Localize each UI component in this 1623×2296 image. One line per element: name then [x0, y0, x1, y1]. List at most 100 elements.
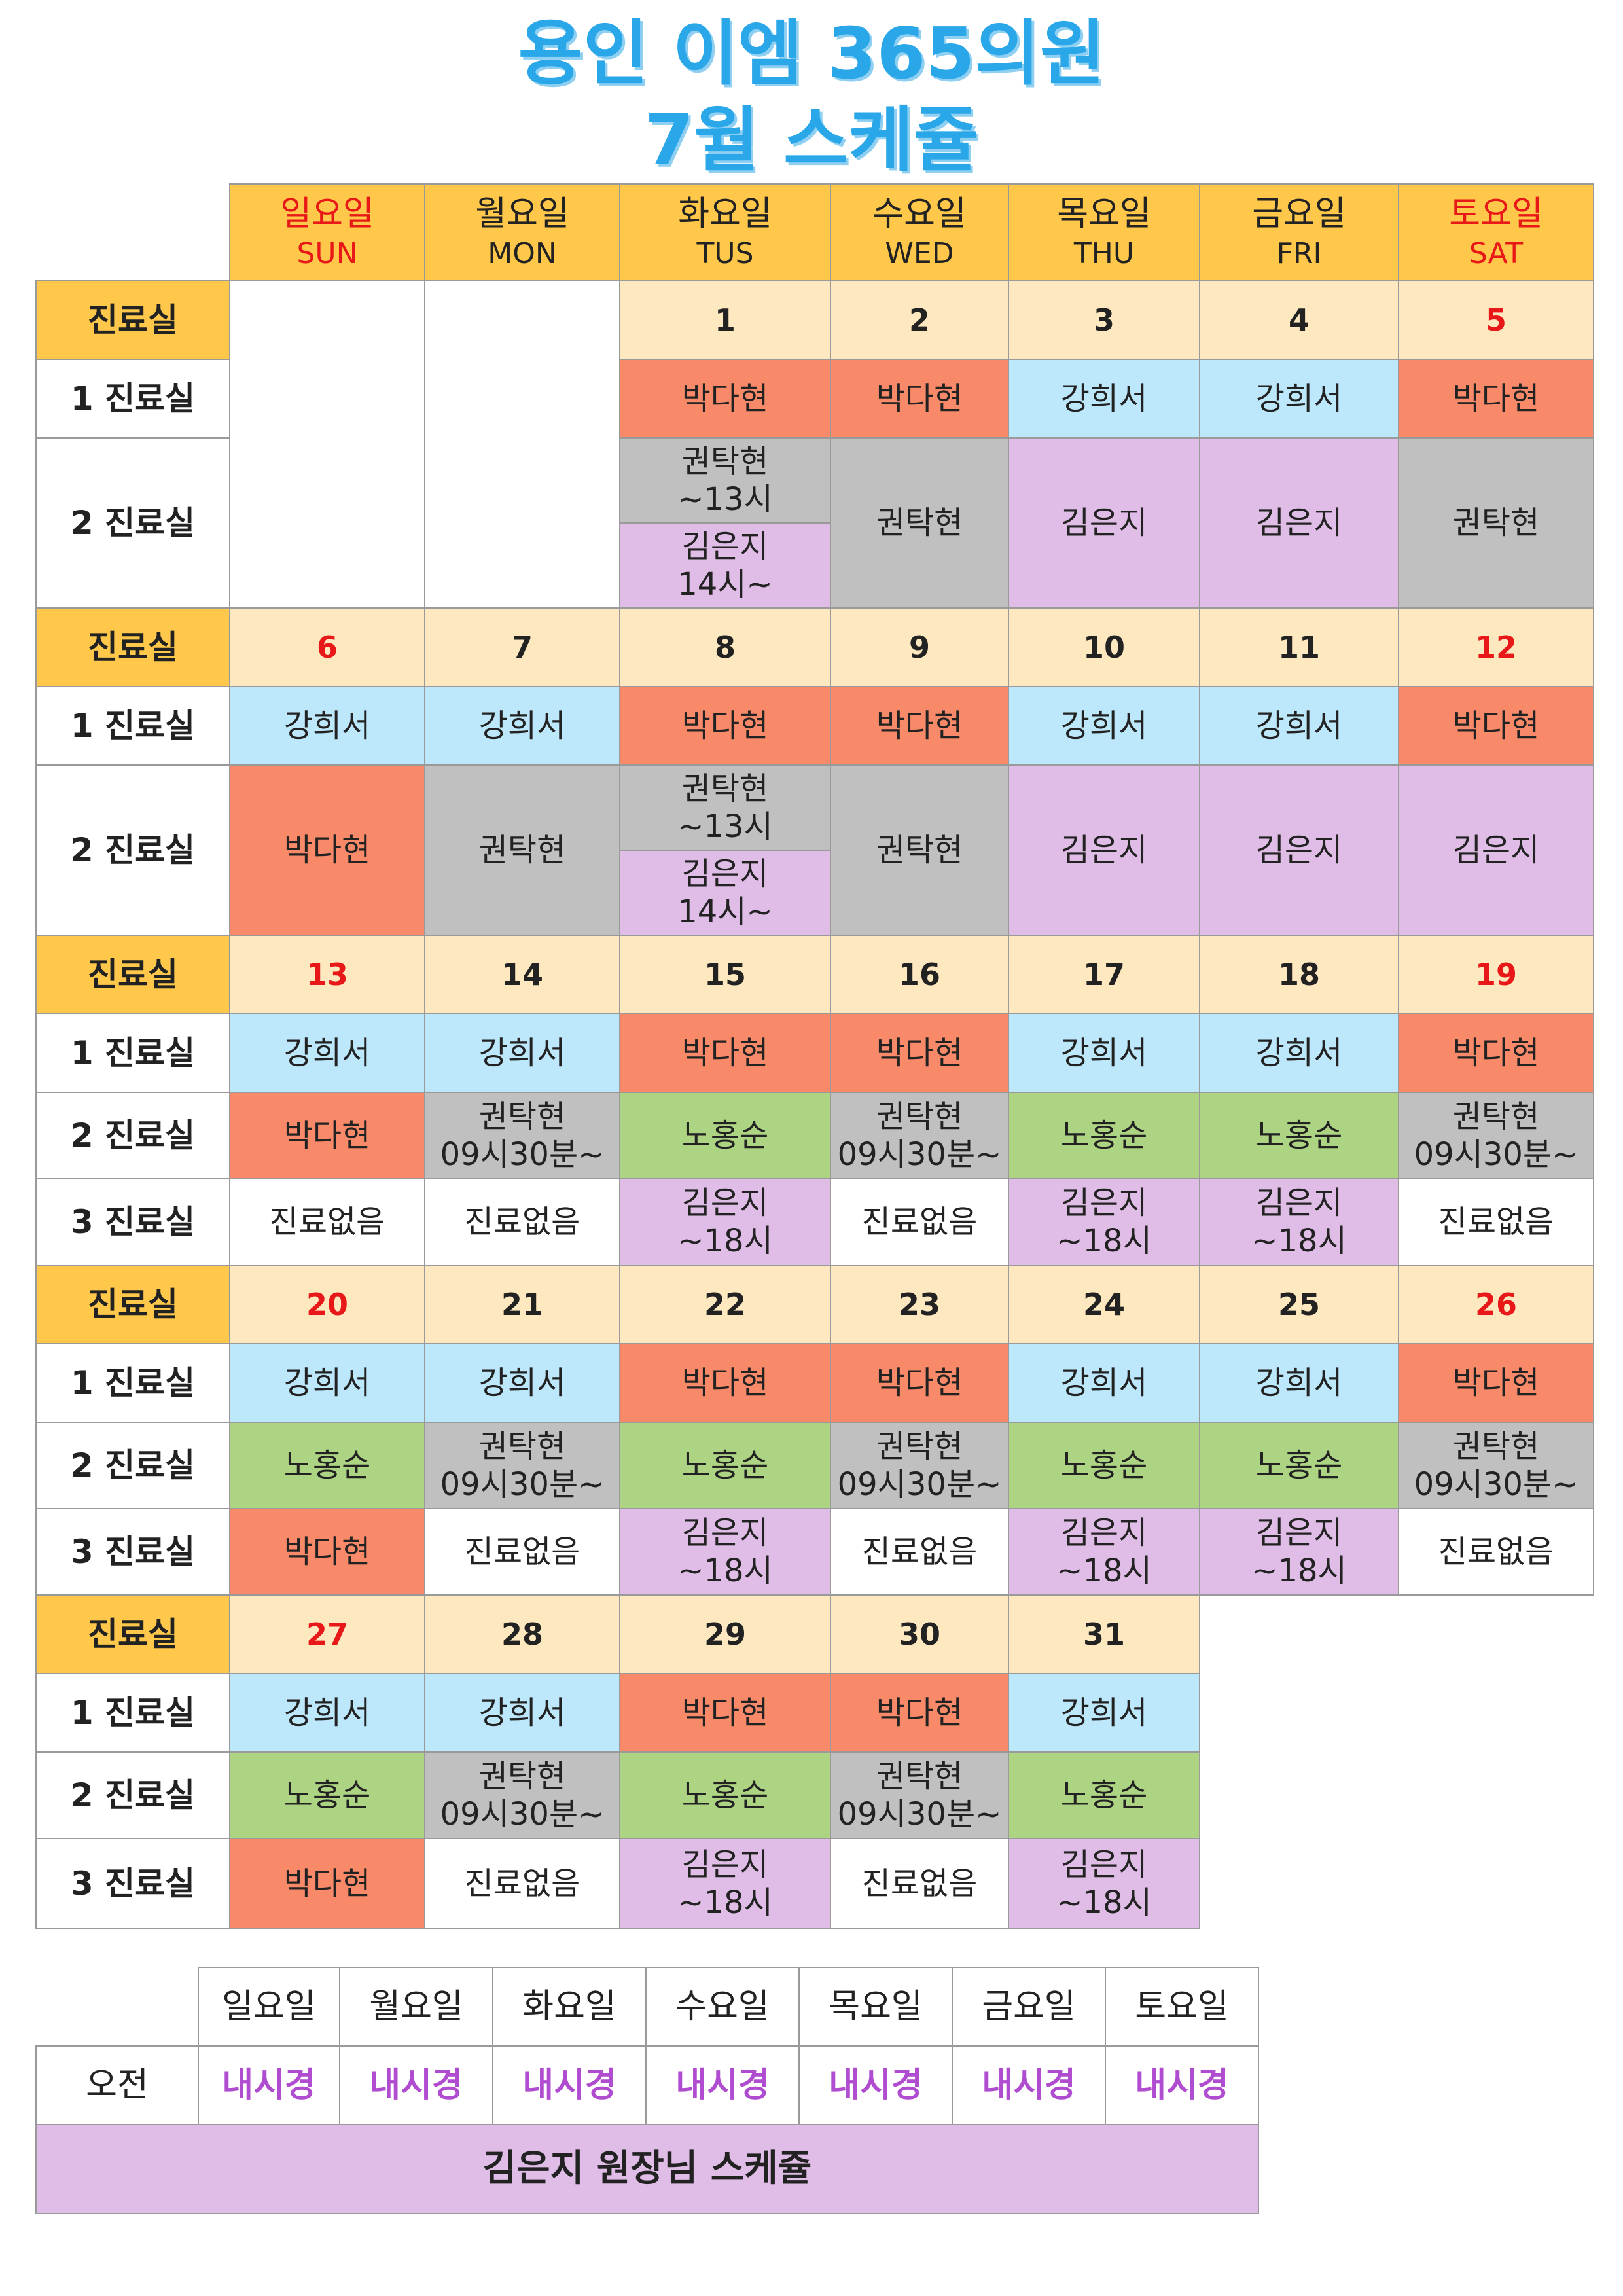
schedule-cell: 진료없음	[830, 1508, 1009, 1596]
week4-room2-row: 2 진료실 노홍순 권탁현 09시30분~ 노홍순 권탁현 09시30분~ 노홍순 …	[35, 1422, 1594, 1509]
clinic-label: 진료실	[35, 607, 230, 687]
schedule-cell: 권탁현 09시30분~	[1398, 1092, 1594, 1179]
doctor-name: 권탁현	[876, 1428, 963, 1465]
schedule-cell: 박다현	[1398, 1013, 1594, 1093]
date-cell: 20	[229, 1265, 425, 1344]
header-day-en: SUN	[296, 237, 358, 270]
header-day-ko: 토요일	[1449, 194, 1543, 234]
header-corner	[36, 184, 230, 281]
schedule-cell: 김은지 ~18시	[1199, 1178, 1399, 1266]
doctor-name: 노홍순	[1255, 1447, 1343, 1484]
time-note: 09시30분~	[837, 1136, 1002, 1173]
schedule-cell: 권탁현 09시30분~	[1398, 1422, 1594, 1509]
doctor-name: 김은지	[681, 1185, 769, 1221]
doctor-name: 노홍순	[1060, 1447, 1148, 1484]
week1-room1-row: 1 진료실 박다현 박다현 강희서 강희서 박다현	[35, 359, 1594, 439]
header-day: 목요일	[798, 1967, 953, 2047]
header-day-en: MON	[488, 237, 557, 270]
schedule-cell: 김은지	[1008, 764, 1200, 936]
week2-room1-row: 1 진료실 강희서 강희서 박다현 박다현 강희서 강희서 박다현	[35, 686, 1594, 766]
time-note: 09시30분~	[1414, 1466, 1578, 1503]
doctor-name: 권탁현	[478, 1428, 566, 1465]
doctor-name: 김은지	[1255, 1515, 1343, 1551]
doctor-name: 진료없음	[269, 1204, 385, 1240]
schedule-cell: 김은지	[1199, 764, 1399, 936]
schedule-cell: 박다현	[229, 1838, 425, 1929]
schedule-cell: 강희서	[1008, 1013, 1200, 1093]
room1-label: 1 진료실	[35, 1343, 230, 1423]
doctor-name: 김은지	[681, 1515, 769, 1551]
room1-label: 1 진료실	[35, 1673, 230, 1753]
date-cell: 17	[1008, 935, 1200, 1014]
doctor-name: 노홍순	[681, 1117, 769, 1154]
header-day: 화요일	[492, 1967, 647, 2047]
doctor-name: 노홍순	[681, 1447, 769, 1484]
room2-label: 2 진료실	[35, 437, 230, 609]
week4-date-row: 진료실 20 21 22 23 24 25 26	[35, 1265, 1594, 1344]
room3-label: 3 진료실	[35, 1838, 230, 1929]
schedule-cell: 강희서	[229, 1343, 425, 1423]
schedule-cell: 노홍순	[229, 1422, 425, 1509]
endoscopy-cell: 내시경	[645, 2045, 800, 2125]
doctor-name: 권탁현	[681, 770, 769, 807]
schedule-cell: 박다현	[619, 1343, 831, 1423]
doctor-name: 권탁현	[1452, 1098, 1540, 1135]
header-day: 수요일	[645, 1967, 800, 2047]
week3-room1-row: 1 진료실 강희서 강희서 박다현 박다현 강희서 강희서 박다현	[35, 1013, 1594, 1093]
week5-room1-row: 1 진료실 강희서 강희서 박다현 박다현 강희서	[35, 1673, 1594, 1753]
header-day-ko: 금요일	[1252, 194, 1346, 234]
schedule-cell: 김은지 ~18시	[1199, 1508, 1399, 1596]
header-tuesday: 화요일 TUS	[619, 183, 831, 281]
header-day: 월요일	[339, 1967, 493, 2047]
schedule-cell: 진료없음	[1398, 1178, 1594, 1266]
schedule-cell: 박다현	[1398, 359, 1594, 439]
date-cell: 19	[1398, 935, 1594, 1014]
schedule-calendar: 일요일 SUN 월요일 MON 화요일 TUS 수요일 WED 목요일 THU 금요일 FR…	[35, 183, 1594, 1929]
room1-label: 1 진료실	[35, 1013, 230, 1093]
schedule-cell: 강희서	[424, 686, 620, 766]
week2-date-row: 진료실 6 7 8 9 10 11 12	[35, 607, 1594, 687]
date-cell: 21	[424, 1265, 620, 1344]
date-cell: 10	[1008, 607, 1200, 687]
schedule-cell: 노홍순	[1199, 1422, 1399, 1509]
week3-room3-row: 3 진료실 진료없음 진료없음 김은지 ~18시 진료없음 김은지 ~18시 김은지…	[35, 1178, 1594, 1266]
doctor-name: 노홍순	[1255, 1117, 1343, 1154]
empty-day-cell	[424, 280, 620, 609]
schedule-cell: 권탁현 09시30분~	[830, 1092, 1009, 1179]
time-note: 09시30분~	[440, 1136, 605, 1173]
week1-room2-row-b: 김은지 14시~	[36, 522, 1594, 609]
date-cell: 3	[1008, 280, 1200, 360]
room1-label: 1 진료실	[35, 359, 230, 439]
header-day-en: FRI	[1276, 237, 1322, 270]
time-note: ~13시	[677, 481, 773, 518]
header-day: 일요일	[198, 1967, 340, 2047]
doctor-name: 김은지	[681, 855, 769, 892]
schedule-cell: 강희서	[1199, 1343, 1399, 1423]
time-note: ~18시	[1251, 1552, 1347, 1589]
page-subtitle: 7월 스케쥴	[644, 99, 979, 181]
schedule-cell: 진료없음	[424, 1178, 620, 1266]
schedule-cell: 김은지	[1008, 437, 1200, 609]
schedule-cell: 박다현	[830, 1013, 1009, 1093]
date-cell: 2	[830, 280, 1009, 360]
schedule-cell: 박다현	[619, 1013, 831, 1093]
doctor-name: 박다현	[283, 1117, 371, 1154]
header-corner	[36, 1967, 198, 2046]
date-cell: 16	[830, 935, 1009, 1014]
doctor-name: 박다현	[283, 1534, 371, 1570]
schedule-cell: 박다현	[229, 1092, 425, 1179]
weekday-header-row: 일요일 SUN 월요일 MON 화요일 TUS 수요일 WED 목요일 THU 금요일 FR…	[36, 183, 1594, 281]
date-cell: 27	[229, 1594, 425, 1674]
doctor-name: 김은지	[681, 528, 769, 565]
date-cell: 23	[830, 1265, 1009, 1344]
date-cell: 11	[1199, 607, 1399, 687]
schedule-cell: 박다현	[830, 359, 1009, 439]
date-cell: 8	[619, 607, 831, 687]
date-cell: 25	[1199, 1265, 1399, 1344]
date-cell: 6	[229, 607, 425, 687]
schedule-cell: 김은지 ~18시	[1008, 1508, 1200, 1596]
schedule-cell: 강희서	[1199, 686, 1399, 766]
schedule-cell: 강희서	[424, 1673, 620, 1753]
schedule-cell: 권탁현 09시30분~	[424, 1092, 620, 1179]
doctor-name: 노홍순	[681, 1777, 769, 1814]
